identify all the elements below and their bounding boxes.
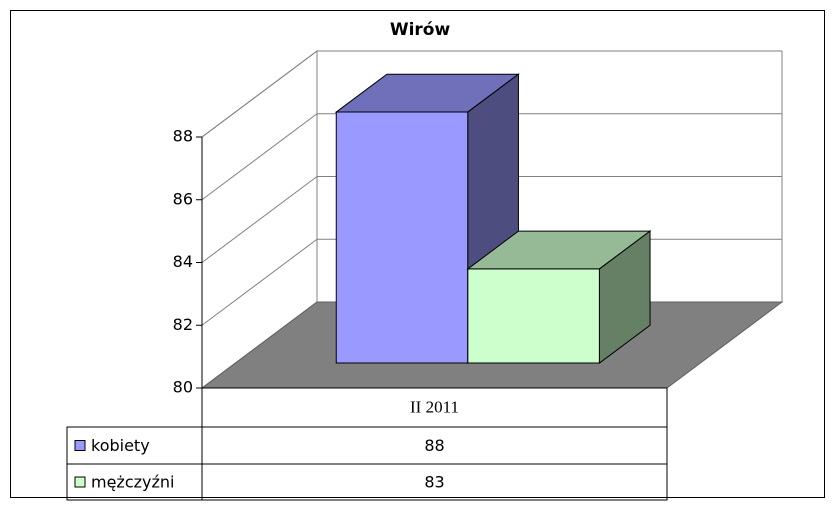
grid-line [201, 238, 318, 326]
category-label: II 2011 [410, 397, 459, 416]
grid-line [201, 113, 318, 201]
data-table-value: 88 [424, 436, 444, 455]
grid-line [201, 50, 318, 138]
legend-key [74, 440, 86, 451]
chart-title: Wirów [390, 20, 451, 40]
data-table-value: 83 [424, 473, 444, 492]
y-tick-label: 84 [173, 252, 193, 271]
legend-label: mężczyźni [91, 473, 174, 492]
bar-side [598, 230, 651, 365]
bar-front [335, 111, 469, 364]
bar-front [467, 268, 600, 364]
table-row [66, 463, 668, 501]
legend-label: kobiety [91, 436, 150, 455]
grid-line [201, 176, 318, 263]
legend-key [74, 476, 86, 488]
y-tick-label: 80 [173, 378, 193, 397]
y-tick-label: 82 [173, 315, 193, 334]
y-tick-label: 88 [173, 127, 193, 146]
y-tick-label: 86 [173, 189, 193, 208]
